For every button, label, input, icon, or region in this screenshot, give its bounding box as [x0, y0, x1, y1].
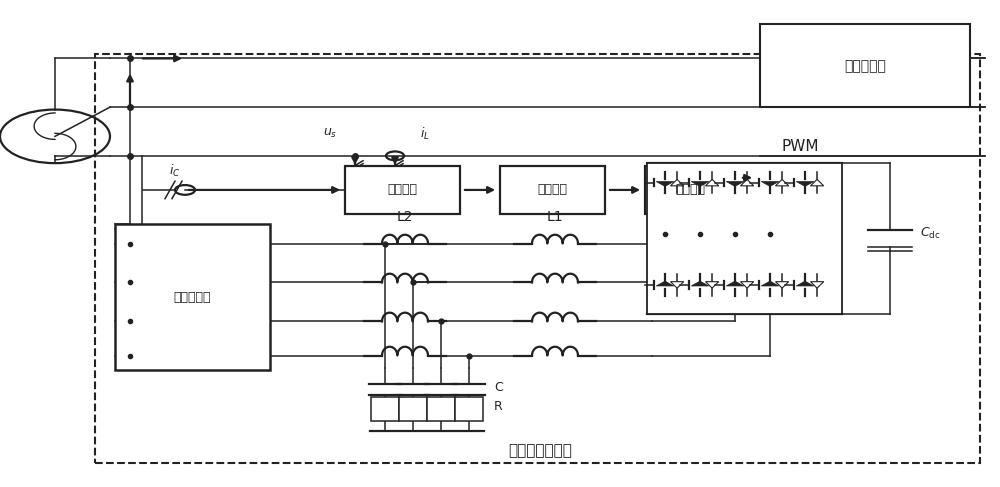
- Text: $i_C$: $i_C$: [169, 163, 181, 180]
- Bar: [115, 224, 270, 370]
- Polygon shape: [670, 281, 684, 288]
- Text: L2: L2: [397, 210, 413, 224]
- Bar: [399, 397, 427, 421]
- Bar: [427, 397, 455, 421]
- Polygon shape: [776, 281, 789, 288]
- Text: 非线性负载: 非线性负载: [844, 59, 886, 73]
- Polygon shape: [705, 179, 719, 186]
- Polygon shape: [810, 281, 824, 288]
- Polygon shape: [656, 182, 674, 187]
- Bar: [647, 163, 842, 314]
- Polygon shape: [670, 179, 684, 186]
- Text: $i_L$: $i_L$: [420, 126, 430, 142]
- Text: C: C: [494, 381, 503, 393]
- Polygon shape: [726, 182, 744, 187]
- Polygon shape: [726, 281, 744, 286]
- Polygon shape: [691, 281, 709, 286]
- Polygon shape: [740, 179, 754, 186]
- Bar: [345, 166, 460, 214]
- Bar: [760, 24, 970, 107]
- Polygon shape: [691, 182, 709, 187]
- Text: 有源电力滤波器: 有源电力滤波器: [508, 443, 572, 458]
- Polygon shape: [705, 281, 719, 288]
- Text: 控制单元: 控制单元: [538, 184, 568, 196]
- Text: 驱动单元: 驱动单元: [675, 184, 705, 196]
- Polygon shape: [761, 281, 779, 286]
- Polygon shape: [656, 281, 674, 286]
- Bar: [455, 397, 483, 421]
- Polygon shape: [810, 179, 824, 186]
- Polygon shape: [796, 281, 814, 286]
- Bar: [500, 166, 605, 214]
- Text: L1: L1: [547, 210, 563, 224]
- Text: 多相变压器: 多相变压器: [174, 291, 211, 303]
- Bar: [371, 397, 399, 421]
- Text: PWM: PWM: [781, 139, 819, 153]
- Text: R: R: [494, 400, 503, 413]
- Polygon shape: [761, 182, 779, 187]
- Polygon shape: [776, 179, 789, 186]
- Text: 检测单元: 检测单元: [387, 184, 417, 196]
- Bar: [95, 54, 980, 463]
- Polygon shape: [740, 281, 754, 288]
- Text: $u_s$: $u_s$: [323, 128, 337, 140]
- Bar: [645, 166, 735, 214]
- Text: $C_{\mathrm{dc}}$: $C_{\mathrm{dc}}$: [920, 226, 941, 242]
- Polygon shape: [796, 182, 814, 187]
